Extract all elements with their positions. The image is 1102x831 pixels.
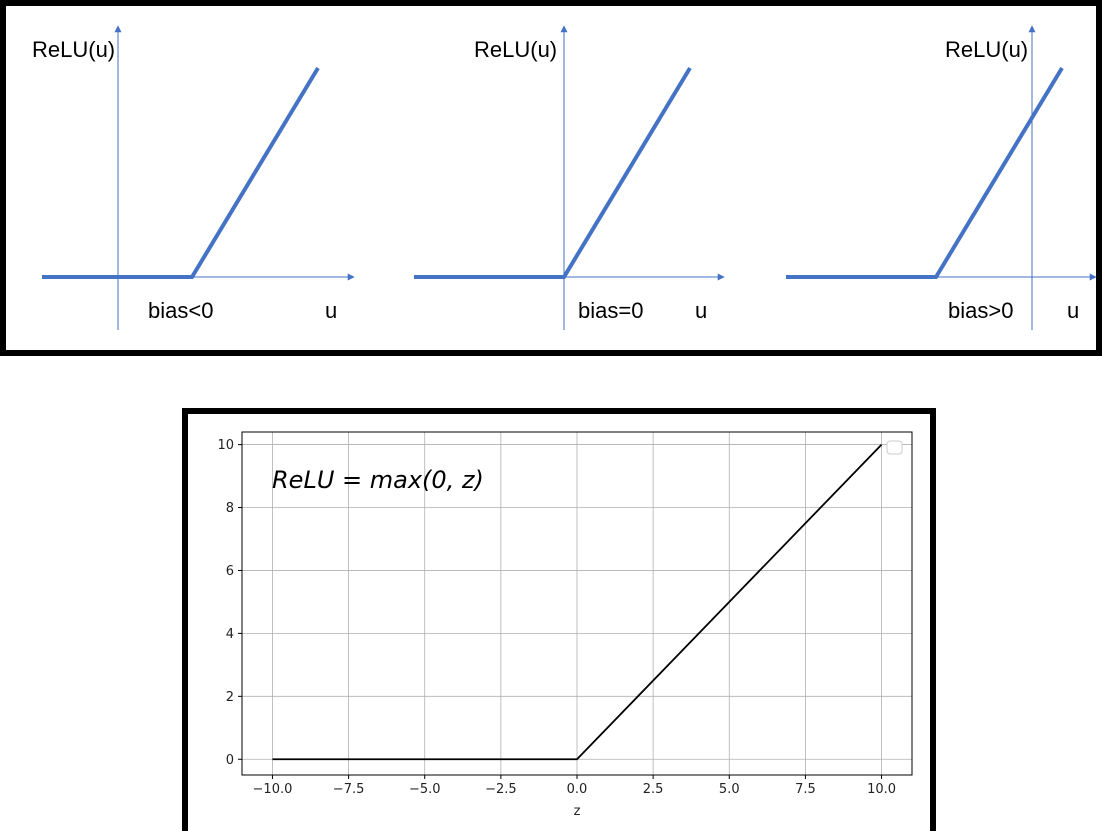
- x-axis-label: u: [695, 298, 707, 323]
- x-tick-label: −7.5: [333, 782, 365, 797]
- y-tick-label: 0: [226, 753, 234, 768]
- x-tick-label: 0.0: [567, 782, 588, 797]
- relu-bias-diagram-frame: [0, 0, 1102, 356]
- y-tick-label: 4: [226, 627, 234, 642]
- y-tick-label: 8: [226, 501, 234, 516]
- relu-series-line: [272, 443, 883, 761]
- x-axis-label: u: [1067, 298, 1079, 323]
- x-tick-label: −10.0: [253, 782, 293, 797]
- relu-panel-bias-negative: ReLU(u) bias<0 u: [32, 25, 355, 330]
- x-tick-label: 5.0: [719, 782, 740, 797]
- formula-annotation: ReLU = max(0, z): [272, 466, 484, 494]
- relu-plot: −10.0 −7.5 −5.0 −2.5 0.0 2.5 5.0 7.5 10.0 0 2 4 6 8 1…: [217, 431, 913, 819]
- bias-annotation: bias>0: [948, 298, 1013, 323]
- y-axis-label: ReLU(u): [474, 37, 557, 62]
- relu-plot-frame: [182, 408, 936, 831]
- y-axis-label: ReLU(u): [32, 37, 115, 62]
- y-tick-label: 6: [226, 564, 234, 579]
- x-axis-label: z: [574, 804, 581, 819]
- relu-line: [786, 66, 1064, 279]
- relu-panel-bias-positive: ReLU(u) bias>0 u: [786, 25, 1097, 330]
- x-ticks: −10.0 −7.5 −5.0 −2.5 0.0 2.5 5.0 7.5 10.0: [253, 775, 896, 797]
- x-tick-label: 7.5: [795, 782, 816, 797]
- relu-line: [414, 66, 692, 279]
- relu-line: [42, 66, 320, 279]
- legend-box: [886, 440, 903, 455]
- grid-horizontal-lines: [242, 444, 912, 760]
- y-ticks: 0 2 4 6 8 10: [217, 438, 242, 768]
- x-tick-label: −2.5: [485, 782, 517, 797]
- y-axis-label: ReLU(u): [945, 37, 1028, 62]
- x-tick-label: −5.0: [409, 782, 441, 797]
- relu-panel-bias-zero: ReLU(u) bias=0 u: [414, 25, 725, 330]
- x-tick-label: 2.5: [643, 782, 664, 797]
- grid-vertical-lines: [272, 432, 882, 775]
- y-tick-label: 2: [226, 690, 234, 705]
- y-tick-label: 10: [217, 438, 234, 453]
- x-tick-label: 10.0: [867, 782, 896, 797]
- bias-annotation: bias<0: [148, 298, 213, 323]
- x-axis-label: u: [325, 298, 337, 323]
- bias-annotation: bias=0: [578, 298, 643, 323]
